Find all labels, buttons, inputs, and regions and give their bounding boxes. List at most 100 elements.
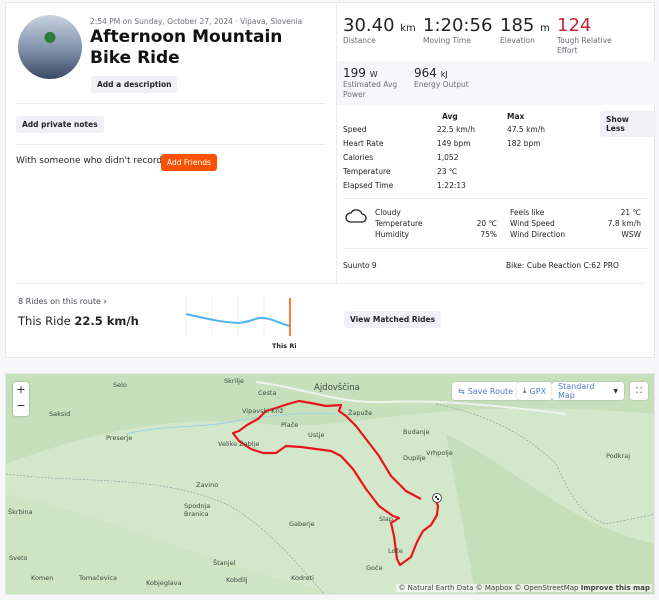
divider <box>343 248 649 249</box>
map-style-label: Standard Map <box>558 382 595 400</box>
stat-label: Moving Time <box>423 36 471 45</box>
row-avg: 23 ℃ <box>437 167 458 176</box>
secondary-stats: 199 W Estimated Avg Power 964 kJ Energy Ou… <box>337 61 655 105</box>
map-style-dropdown[interactable]: Standard Map ▼ <box>552 382 624 400</box>
feels-like: 21 ℃ <box>620 208 641 217</box>
weather-temperature: 20 ℃ <box>476 219 497 228</box>
this-ride-marker-label: This Ride <box>272 342 296 350</box>
caret-down-icon: ▼ <box>613 387 618 395</box>
map-place-label: Selo <box>113 381 127 389</box>
finish-flag-icon <box>432 493 442 503</box>
fullscreen-icon: ⛶ <box>636 386 642 395</box>
save-route-button[interactable]: ⇆ Save Route <box>452 382 520 400</box>
map-place-label: Škrbina <box>8 508 33 516</box>
stats-panel: 30.40 km Distance 1:20:56 Moving Time 185 … <box>336 3 656 283</box>
attribution-text[interactable]: © Natural Earth Data © Mapbox © OpenStre… <box>398 584 579 592</box>
divider <box>16 144 326 145</box>
stat-value: 185 <box>500 15 535 36</box>
cloud-icon <box>345 209 367 223</box>
this-ride-label: This Ride <box>18 314 71 328</box>
weather-condition: Cloudy <box>375 208 401 217</box>
stat-label: Distance <box>343 36 376 45</box>
map-attribution: © Natural Earth Data © Mapbox © OpenStre… <box>396 584 652 592</box>
map-place-label: Spodnja Branica <box>184 502 211 518</box>
map-place-label: Kodreti <box>291 574 314 582</box>
this-ride-value: 22.5 km/h <box>74 314 139 328</box>
map-place-label: Dupilje <box>403 454 426 462</box>
map-place-label: Vrhpolje <box>426 449 453 457</box>
row-max: 182 bpm <box>507 139 541 148</box>
add-private-notes-button[interactable]: Add private notes <box>16 116 104 133</box>
weather-temperature-label: Temperature <box>375 219 423 228</box>
chevron-right-icon: › <box>103 297 107 306</box>
map-place-label: Plače <box>281 421 299 429</box>
gpx-label: GPX <box>529 386 547 396</box>
map-place-label: Tomačevica <box>79 574 117 582</box>
map-place-label: Vipavski Križ <box>242 407 284 415</box>
matched-rides-chart: This Ride <box>185 296 296 350</box>
map-place-label: Podkraj <box>606 452 631 460</box>
route-map[interactable]: Selo Skrilje Ajdovščina Cesta Saksid Vipavski… <box>5 373 655 595</box>
view-matched-rides-button[interactable]: View Matched Rides <box>344 311 442 328</box>
map-place-label: Saksid <box>49 410 71 418</box>
stat-unit: km <box>400 23 416 34</box>
map-place-label: Goče <box>366 564 383 572</box>
wind-direction: WSW <box>621 230 641 239</box>
row-label: Temperature <box>343 167 391 176</box>
page-title: Afternoon Mountain Bike Ride <box>90 27 283 68</box>
map-place-label: Ustje <box>308 431 325 439</box>
max-header: Max <box>507 112 525 121</box>
weather-humidity: 75% <box>480 230 497 239</box>
stat-value: 30.40 <box>343 15 395 36</box>
zoom-out-button[interactable]: − <box>16 399 26 412</box>
map-place-label: Kobjeglava <box>146 579 182 587</box>
add-description-button[interactable]: Add a description <box>91 76 178 93</box>
wind-direction-label: Wind Direction <box>510 230 566 239</box>
stat-value: 124 <box>557 15 592 36</box>
stat-elevation: 185 m Elevation <box>500 15 550 46</box>
map-place-label: Preserje <box>106 434 133 442</box>
map-place-label: Velike Žablje <box>218 440 260 448</box>
show-less-button[interactable]: Show Less <box>600 111 656 137</box>
stat-unit: m <box>540 23 550 34</box>
row-avg: 149 bpm <box>437 139 471 148</box>
table-row: Heart Rate 149 bpm 182 bpm <box>343 139 573 153</box>
map-place-label: Zavino <box>196 481 219 489</box>
table-row: Temperature 23 ℃ <box>343 167 573 181</box>
bike-name[interactable]: Bike: Cube Reaction C:62 PRO <box>506 261 619 270</box>
improve-map-link[interactable]: Improve this map <box>580 584 650 592</box>
add-friends-button[interactable]: Add Friends <box>161 154 217 171</box>
stat-distance: 30.40 km Distance <box>343 15 416 46</box>
map-terrain <box>6 374 654 594</box>
fullscreen-button[interactable]: ⛶ <box>630 382 648 400</box>
table-row: Elapsed Time 1:22:13 <box>343 181 573 195</box>
row-label: Speed <box>343 125 367 134</box>
row-avg: 22.5 km/h <box>437 125 476 134</box>
gpx-button[interactable]: ⤓ GPX <box>517 382 553 400</box>
matched-rides-link[interactable]: 8 Rides on this route › <box>18 297 107 306</box>
row-avg: 1:22:13 <box>437 181 466 190</box>
stats-table: Speed 22.5 km/h 47.5 km/h Heart Rate 149 bp… <box>343 125 573 195</box>
avatar[interactable] <box>18 15 82 79</box>
stat-label: Tough Relative Effort <box>557 36 612 55</box>
activity-card: 2:54 PM on Sunday, October 27, 2024 · Vi… <box>5 2 656 358</box>
stat-relative-effort[interactable]: 124 Tough Relative Effort <box>557 15 617 56</box>
this-ride-speed: This Ride 22.5 km/h <box>18 314 139 328</box>
friends-prompt: With someone who didn't record? <box>16 156 167 166</box>
stat-unit: W <box>369 70 378 79</box>
table-row: Calories 1,052 <box>343 153 573 167</box>
map-place-label: Kobdilj <box>226 576 248 584</box>
zoom-control: + − <box>13 382 29 416</box>
wind-speed: 7.8 km/h <box>607 219 641 228</box>
route-line <box>231 399 440 567</box>
stat-value: 1:20:56 <box>423 15 493 36</box>
row-max: 47.5 km/h <box>507 125 546 134</box>
map-place-label: Komen <box>31 574 54 582</box>
stat-value: 199 <box>343 66 366 80</box>
feels-like-label: Feels like <box>510 208 545 217</box>
map-place-label: Budanje <box>403 428 430 436</box>
zoom-in-button[interactable]: + <box>16 383 26 396</box>
map-place-label: Cesta <box>258 389 277 397</box>
divider <box>16 103 326 104</box>
avg-header: Avg <box>442 112 458 121</box>
